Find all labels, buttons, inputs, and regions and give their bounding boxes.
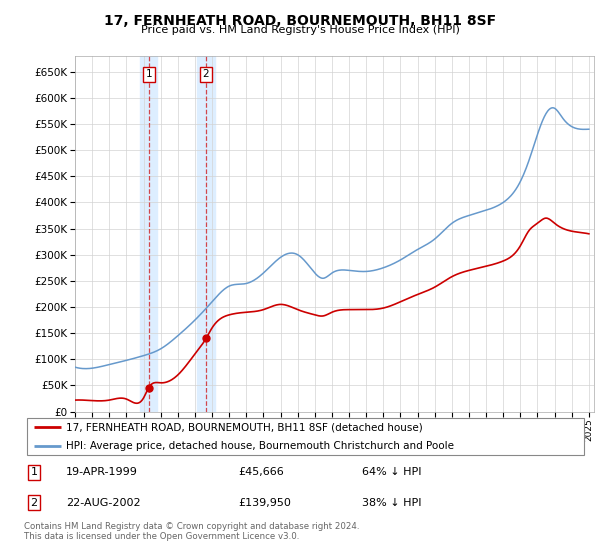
Text: 2: 2 (31, 498, 38, 508)
Text: Price paid vs. HM Land Registry's House Price Index (HPI): Price paid vs. HM Land Registry's House … (140, 25, 460, 35)
Text: 1: 1 (31, 467, 38, 477)
Text: £139,950: £139,950 (238, 498, 291, 508)
Text: HPI: Average price, detached house, Bournemouth Christchurch and Poole: HPI: Average price, detached house, Bour… (66, 441, 454, 451)
Text: 17, FERNHEATH ROAD, BOURNEMOUTH, BH11 8SF: 17, FERNHEATH ROAD, BOURNEMOUTH, BH11 8S… (104, 14, 496, 28)
Text: 22-AUG-2002: 22-AUG-2002 (66, 498, 141, 508)
Bar (197, 56, 215, 412)
Text: Contains HM Land Registry data © Crown copyright and database right 2024.
This d: Contains HM Land Registry data © Crown c… (24, 522, 359, 542)
Text: 64% ↓ HPI: 64% ↓ HPI (362, 467, 422, 477)
Text: £45,666: £45,666 (238, 467, 284, 477)
FancyBboxPatch shape (27, 418, 584, 455)
Text: 19-APR-1999: 19-APR-1999 (66, 467, 138, 477)
Text: 1: 1 (145, 69, 152, 80)
Text: 17, FERNHEATH ROAD, BOURNEMOUTH, BH11 8SF (detached house): 17, FERNHEATH ROAD, BOURNEMOUTH, BH11 8S… (66, 422, 423, 432)
Bar (140, 56, 157, 412)
Text: 38% ↓ HPI: 38% ↓ HPI (362, 498, 422, 508)
Text: 2: 2 (203, 69, 209, 80)
